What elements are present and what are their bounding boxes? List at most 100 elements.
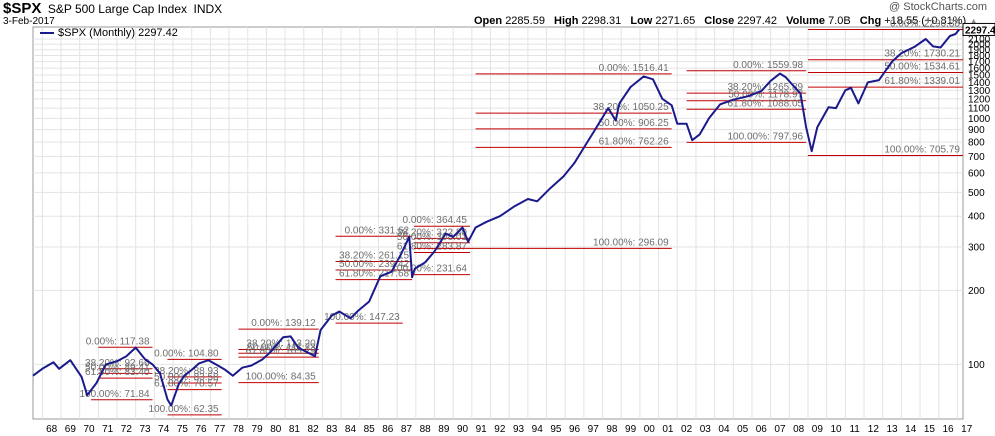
x-tick-label: 06 bbox=[756, 424, 768, 435]
y-tick-label: 300 bbox=[968, 242, 985, 253]
close-value: 2297.42 bbox=[737, 15, 778, 27]
y-tick-label: 1200 bbox=[968, 94, 991, 105]
fib-label: 50.00%: 239.42 bbox=[339, 259, 409, 270]
fib-label: 61.80%: 1339.01 bbox=[884, 76, 960, 87]
x-tick-label: 69 bbox=[65, 424, 77, 435]
x-tick-label: 00 bbox=[644, 424, 656, 435]
fib-label: 100.00%: 797.96 bbox=[728, 131, 804, 142]
x-tick-label: 10 bbox=[830, 424, 842, 435]
fib-label: 38.20%: 261.15 bbox=[339, 250, 409, 261]
x-tick-label: 91 bbox=[476, 424, 488, 435]
chart-date: 3-Feb-2017 bbox=[3, 16, 55, 27]
fib-label: 100.00%: 296.09 bbox=[593, 237, 669, 248]
y-tick-label: 1500 bbox=[968, 70, 991, 81]
legend-label: $SPX (Monthly) 2297.42 bbox=[58, 27, 178, 39]
chg-up-icon: ▲ bbox=[969, 16, 979, 26]
y-tick-label: 900 bbox=[968, 125, 985, 136]
x-tick-label: 12 bbox=[868, 424, 880, 435]
y-tick-label: 600 bbox=[968, 168, 985, 179]
x-tick-label: 88 bbox=[420, 424, 432, 435]
fib-label: 50.00%: 111.73 bbox=[247, 342, 316, 353]
volume-value: 7.0B bbox=[828, 15, 851, 27]
high-label: High bbox=[554, 15, 579, 27]
fib-label: 61.80%: 1088.05 bbox=[728, 98, 804, 109]
fib-label: 100.00%: 84.35 bbox=[246, 372, 316, 383]
chart-header: $SPX S&P 500 Large Cap Index INDX bbox=[3, 0, 222, 18]
x-tick-label: 93 bbox=[513, 424, 525, 435]
x-tick-label: 02 bbox=[681, 424, 693, 435]
price-line bbox=[32, 28, 961, 407]
x-tick-label: 90 bbox=[457, 424, 469, 435]
brand-link[interactable]: @ StockCharts.com bbox=[889, 1, 987, 13]
y-tick-label: 400 bbox=[968, 212, 985, 223]
x-tick-label: 83 bbox=[326, 424, 338, 435]
exchange: INDX bbox=[193, 2, 223, 16]
y-tick-label: 500 bbox=[968, 188, 985, 199]
last-value-box bbox=[962, 22, 995, 36]
y-tick-label: 800 bbox=[968, 138, 985, 149]
fib-label: 50.00%: 1178.97 bbox=[728, 90, 803, 101]
x-tick-label: 84 bbox=[345, 424, 357, 435]
x-tick-label: 78 bbox=[233, 424, 245, 435]
fib-label: 38.20%: 1730.21 bbox=[884, 49, 960, 60]
index-name: S&P 500 Large Cap Index bbox=[47, 2, 188, 16]
last-value-label: 2297.42 bbox=[965, 25, 995, 36]
x-tick-label: 97 bbox=[588, 424, 600, 435]
x-tick-label: 05 bbox=[737, 424, 749, 435]
x-tick-label: 16 bbox=[942, 424, 954, 435]
x-tick-label: 99 bbox=[625, 424, 637, 435]
fib-label: 50.00%: 89.41 bbox=[85, 362, 150, 373]
fib-label: 100.00%: 705.79 bbox=[884, 145, 960, 156]
fib-label: 38.20%: 322.80 bbox=[397, 227, 467, 238]
y-tick-label: 1900 bbox=[968, 45, 991, 56]
fib-label: 0.00%: 104.80 bbox=[154, 348, 219, 359]
fib-label: 61.80%: 217.68 bbox=[339, 269, 409, 280]
fib-label: 100.00%: 231.64 bbox=[391, 264, 467, 275]
volume-label: Volume bbox=[786, 15, 826, 27]
fib-label: 61.80%: 83.40 bbox=[85, 367, 150, 378]
y-tick-label: 1300 bbox=[968, 86, 991, 97]
fib-label: 61.80%: 283.87 bbox=[397, 241, 467, 252]
legend-swatch bbox=[40, 32, 54, 35]
close-label: Close bbox=[704, 15, 735, 27]
y-tick-label: 1400 bbox=[968, 78, 991, 89]
x-tick-label: 73 bbox=[139, 424, 151, 435]
high-value: 2298.31 bbox=[581, 15, 622, 27]
x-tick-label: 04 bbox=[718, 424, 730, 435]
x-tick-label: 96 bbox=[569, 424, 581, 435]
x-tick-label: 09 bbox=[812, 424, 824, 435]
y-tick-label: 1700 bbox=[968, 57, 991, 68]
x-tick-label: 07 bbox=[774, 424, 786, 435]
x-tick-label: 01 bbox=[662, 424, 674, 435]
x-tick-label: 17 bbox=[961, 424, 973, 435]
y-tick-label: 1800 bbox=[968, 51, 991, 62]
fib-label: 61.80%: 78.57 bbox=[154, 379, 219, 390]
fib-label: 0.00%: 1516.41 bbox=[599, 63, 669, 74]
plot-area bbox=[32, 26, 964, 420]
open-label: Open bbox=[474, 15, 503, 27]
fib-label: 38.20%: 1050.25 bbox=[593, 102, 669, 113]
x-tick-label: 92 bbox=[494, 424, 506, 435]
fib-label: 100.00%: 147.23 bbox=[324, 312, 400, 323]
x-tick-label: 11 bbox=[849, 424, 860, 435]
x-tick-label: 75 bbox=[177, 424, 189, 435]
x-tick-label: 15 bbox=[924, 424, 936, 435]
fib-label: 50.00%: 1534.61 bbox=[884, 62, 960, 73]
x-tick-label: 95 bbox=[550, 424, 562, 435]
fib-label: 100.00%: 62.35 bbox=[149, 404, 219, 415]
x-tick-label: 80 bbox=[270, 424, 282, 435]
fib-label: 0.00%: 331.62 bbox=[345, 225, 410, 236]
x-tick-label: 68 bbox=[46, 424, 58, 435]
fib-label: 0.00%: 364.45 bbox=[402, 215, 467, 226]
fib-label: 38.20%: 88.93 bbox=[154, 366, 219, 377]
x-tick-label: 87 bbox=[401, 424, 413, 435]
x-tick-label: 81 bbox=[289, 424, 301, 435]
low-value: 2271.65 bbox=[655, 15, 696, 27]
x-tick-label: 79 bbox=[252, 424, 264, 435]
x-tick-label: 03 bbox=[700, 424, 712, 435]
x-tick-label: 72 bbox=[121, 424, 133, 435]
x-tick-label: 85 bbox=[364, 424, 376, 435]
open-value: 2285.59 bbox=[505, 15, 545, 27]
fib-label: 0.00%: 1559.98 bbox=[733, 60, 803, 71]
